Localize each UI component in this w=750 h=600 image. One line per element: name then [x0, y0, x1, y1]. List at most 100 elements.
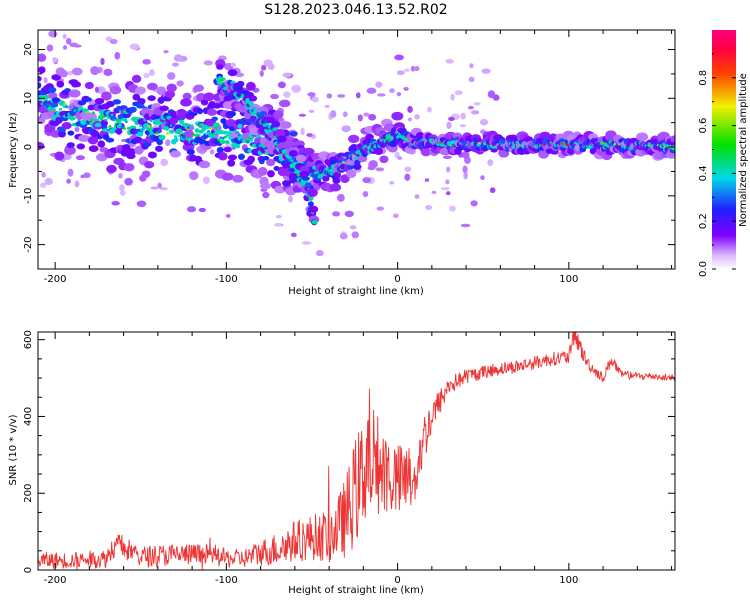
spectrogram-noise-blob — [187, 206, 197, 213]
spectrogram-core — [147, 125, 151, 128]
snr-x-label: Height of straight line (km) — [288, 585, 424, 596]
spectrogram-core — [153, 122, 157, 125]
spectrogram-noise-blob — [445, 179, 450, 185]
spectrogram-noise-blob — [307, 92, 316, 97]
spectrogram-cell — [307, 201, 314, 207]
spectrogram-cell — [96, 153, 108, 162]
spectrogram-cell — [63, 88, 72, 93]
spectrogram-noise-blob — [431, 190, 437, 194]
spectrogram-cell — [38, 75, 42, 82]
spectrogram-cell — [236, 80, 245, 88]
spectrogram-cell — [159, 105, 169, 112]
spectrogram-noise-blob — [425, 205, 433, 210]
spectrogram-cell — [274, 185, 286, 194]
spectrogram-noise-blob — [270, 93, 279, 100]
spectrogram-cell — [80, 119, 87, 126]
spectrogram-cell — [368, 160, 379, 169]
spectrogram-cell — [38, 53, 47, 62]
spectrogram-noise-blob — [389, 88, 395, 94]
spectrogram-noise-blob — [118, 172, 123, 179]
spectrogram-noise-blob — [163, 50, 169, 54]
spectrogram-cell — [333, 171, 341, 179]
spectrogram-cell — [182, 122, 190, 128]
spectrogram-noise-blob — [407, 117, 413, 122]
spectrogram-noise-blob — [450, 93, 455, 101]
snr-xtick-label: -200 — [44, 575, 67, 586]
spectrogram-noise-blob — [74, 126, 80, 133]
spectrogram-noise-blob — [308, 109, 315, 113]
spectrogram-core — [149, 119, 153, 122]
spectrogram-noise-blob — [479, 118, 489, 126]
spectrogram-cell — [206, 108, 217, 116]
spectrogram-noise-blob — [448, 205, 456, 212]
spectrogram-cell — [152, 127, 162, 134]
spectrogram-noise-blob — [283, 91, 291, 98]
spectrogram-noise-blob — [143, 72, 150, 78]
spectrogram-cell — [670, 145, 675, 151]
spectrogram-cell — [348, 134, 360, 144]
spectrogram-cell — [366, 133, 374, 140]
spectrogram-core — [65, 105, 69, 109]
spectrogram-cell — [200, 99, 209, 106]
spectrogram-noise-blob — [259, 70, 264, 77]
spectrogram-core — [290, 159, 294, 162]
snr-ticks: -200 -100 0 100 0 200 400 600 — [23, 330, 675, 586]
spectrogram-noise-blob — [100, 57, 105, 66]
spectrogram-cell — [247, 148, 253, 153]
snr-ytick-label: 400 — [23, 407, 34, 426]
snr-y-label: SNR (10 * v/v) — [8, 414, 19, 485]
spectrogram-noise-blob — [357, 114, 363, 122]
spectrogram-noise-blob — [298, 113, 307, 117]
spectrogram-noise-blob — [414, 114, 420, 120]
snr-panel: -200 -100 0 100 0 200 400 600 Height of straigh… — [8, 330, 676, 596]
spectrogram-noise-blob — [69, 42, 79, 48]
spectrogram-noise-blob — [460, 112, 466, 120]
spectrogram-core — [248, 137, 252, 141]
spectrogram-noise-blob — [460, 223, 471, 228]
spectrogram-noise-blob — [407, 105, 413, 113]
spectrogram-noise-blob — [459, 124, 467, 128]
spectrogram-noise-blob — [480, 175, 485, 181]
spectrogram-cell — [90, 130, 100, 138]
spectrogram-cell — [131, 74, 142, 84]
snr-xtick-label: 100 — [559, 575, 578, 586]
spectrogram-cell — [223, 146, 232, 153]
spectrogram-cell — [127, 148, 137, 155]
spectrogram-core — [91, 111, 96, 115]
spectrogram-core — [139, 124, 143, 128]
spectrogram-noise-blob — [337, 193, 345, 202]
spectrogram-noise-blob — [355, 92, 361, 99]
spectrogram-cell — [299, 170, 310, 177]
spectrogram-noise-blob — [389, 181, 395, 185]
spectrogram-noise-blob — [43, 77, 48, 84]
spectrogram-cell — [289, 131, 298, 137]
spectrogram-cell — [105, 100, 115, 108]
spectrogram-noise-blob — [182, 92, 192, 100]
spectrogram-noise-blob — [209, 149, 215, 155]
spectrogram-noise-blob — [393, 213, 399, 219]
spectrogram-cell — [280, 121, 292, 129]
spectrogram-noise-blob — [448, 116, 455, 122]
spectrogram-cell — [170, 150, 182, 158]
spectrogram-cell — [94, 97, 105, 105]
spectrogram-noise-blob — [376, 206, 385, 211]
spectrogram-cell — [136, 131, 144, 137]
spectrogram-noise-blob — [288, 195, 293, 203]
spectrogram-cell — [274, 128, 286, 138]
spectrogram-cell — [345, 169, 357, 179]
spectrogram-core — [239, 138, 244, 142]
spectrogram-cell — [48, 86, 57, 93]
snr-ytick-label: 0 — [23, 567, 34, 573]
spectrogram-cell — [237, 123, 243, 129]
spectrogram-cell — [288, 150, 298, 157]
spectrogram-noise-blob — [149, 69, 155, 77]
spectrogram-cell — [297, 147, 308, 156]
spectrogram-core — [220, 78, 224, 82]
snr-series-line — [38, 332, 675, 570]
spectrogram-core — [52, 108, 57, 112]
spectrogram-noise-blob — [446, 166, 451, 173]
spectrogram-cell — [112, 99, 121, 105]
spectrogram-cell — [245, 81, 256, 91]
spectrogram-core — [118, 122, 122, 126]
spectrogram-xtick-label: 0 — [394, 274, 400, 285]
